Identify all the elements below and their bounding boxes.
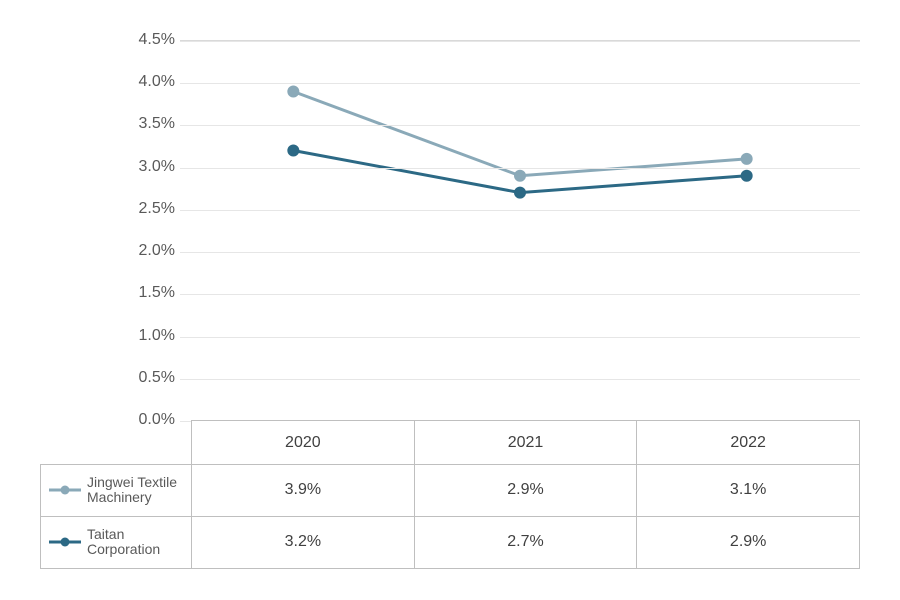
y-tick-label: 2.0%	[115, 242, 175, 260]
legend-swatch	[49, 484, 81, 496]
series-marker	[288, 145, 299, 156]
legend-swatch	[49, 536, 81, 548]
y-tick-label: 3.5%	[115, 115, 175, 133]
y-tick-label: 3.0%	[115, 158, 175, 176]
table-cell: 3.1%	[637, 465, 860, 517]
legend-swatch-icon	[49, 484, 81, 496]
table-cell: 2.7%	[414, 516, 637, 568]
legend-label: TaitanCorporation	[87, 527, 160, 558]
grid-line	[180, 294, 860, 295]
table-cell: 2.9%	[414, 465, 637, 517]
grid-line	[180, 41, 860, 42]
legend-cell: TaitanCorporation	[41, 516, 192, 568]
y-tick-label: 0.0%	[115, 411, 175, 429]
series-marker	[515, 170, 526, 181]
table-cell: 3.9%	[192, 465, 415, 517]
series-marker	[741, 153, 752, 164]
legend-cell: Jingwei TextileMachinery	[41, 465, 192, 517]
series-marker	[515, 187, 526, 198]
legend-label: Jingwei TextileMachinery	[87, 475, 177, 506]
grid-line	[180, 210, 860, 211]
table-cell: 2.9%	[637, 516, 860, 568]
data-table: 2020 2021 2022 Jingwei TextileMachinery 3…	[40, 420, 860, 569]
chart-container: 2020 2021 2022 Jingwei TextileMachinery 3…	[40, 30, 860, 570]
y-tick-label: 4.5%	[115, 31, 175, 49]
table-col-year-1: 2021	[414, 421, 637, 465]
table-row: Jingwei TextileMachinery 3.9%2.9%3.1%	[41, 465, 860, 517]
y-tick-label: 2.5%	[115, 200, 175, 218]
plot-area	[180, 40, 860, 420]
y-tick-label: 4.0%	[115, 73, 175, 91]
grid-line	[180, 125, 860, 126]
grid-line	[180, 168, 860, 169]
table-cell: 3.2%	[192, 516, 415, 568]
grid-line	[180, 83, 860, 84]
table-body: Jingwei TextileMachinery3.9%2.9%3.1%Tait…	[41, 465, 860, 569]
grid-line	[180, 252, 860, 253]
line-chart-svg	[180, 41, 860, 420]
table-row: TaitanCorporation 3.2%2.7%2.9%	[41, 516, 860, 568]
y-tick-label: 0.5%	[115, 369, 175, 387]
y-tick-label: 1.5%	[115, 284, 175, 302]
legend-swatch-icon	[49, 536, 81, 548]
grid-line	[180, 337, 860, 338]
series-marker	[741, 170, 752, 181]
series-marker	[288, 86, 299, 97]
table-col-year-2: 2022	[637, 421, 860, 465]
y-tick-label: 1.0%	[115, 327, 175, 345]
grid-line	[180, 379, 860, 380]
table-col-year-0: 2020	[192, 421, 415, 465]
